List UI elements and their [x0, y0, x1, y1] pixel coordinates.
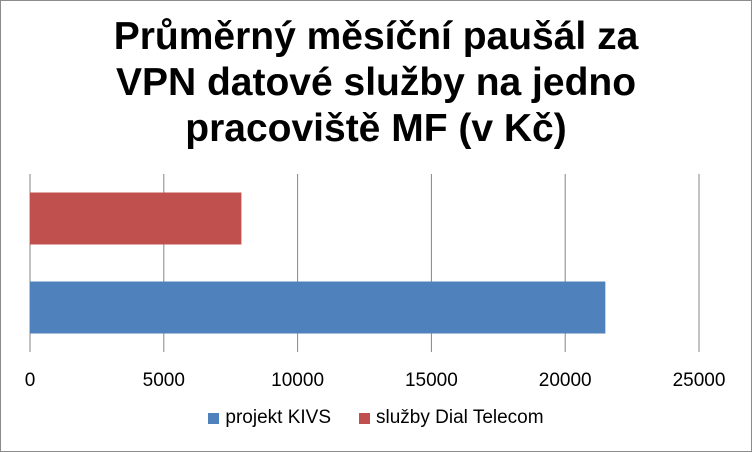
legend-item-dial-telecom: služby Dial Telecom — [359, 407, 544, 429]
legend: projekt KIVS služby Dial Telecom — [0, 407, 752, 429]
chart-title-line-3: pracoviště MF (v Kč) — [185, 107, 567, 150]
x-tick-label-25000: 25000 — [673, 370, 726, 391]
legend-label-projekt-kivs: projekt KIVS — [225, 407, 332, 428]
bar-slu-by-dial-telecom — [30, 192, 242, 245]
x-tick-label-10000: 10000 — [271, 370, 324, 391]
legend-item-projekt-kivs: projekt KIVS — [208, 407, 331, 429]
chart-title: Průměrný měsíční paušál za VPN datové sl… — [0, 14, 752, 152]
x-tick-label-5000: 5000 — [143, 370, 185, 391]
x-tick-label-0: 0 — [25, 370, 36, 391]
chart-title-line-2: VPN datové služby na jedno — [115, 61, 637, 104]
chart-title-line-1: Průměrný měsíční paušál za — [113, 15, 639, 58]
legend-swatch-dial-telecom — [359, 412, 371, 424]
x-tick-label-20000: 20000 — [539, 370, 592, 391]
legend-label-dial-telecom: služby Dial Telecom — [376, 407, 544, 428]
x-tick-label-15000: 15000 — [405, 370, 458, 391]
legend-swatch-projekt-kivs — [208, 412, 220, 424]
bar-projekt-kivs — [30, 281, 606, 334]
